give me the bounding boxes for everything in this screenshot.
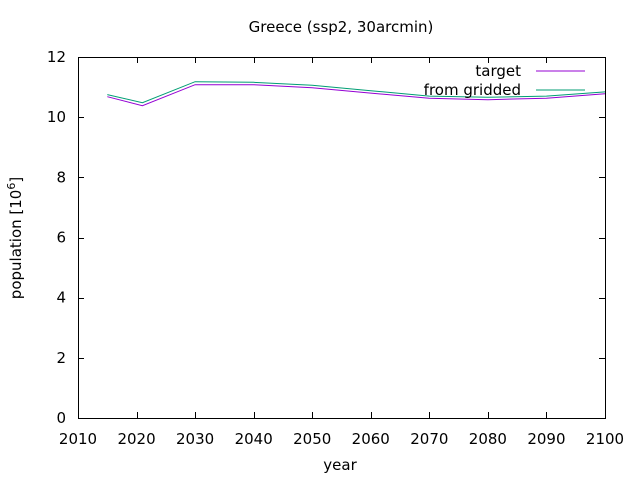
y-axis: 0 2 4 6 8 10 12 <box>47 48 605 427</box>
x-tick-label: 2030 <box>176 430 214 448</box>
chart-title: Greece (ssp2, 30arcmin) <box>249 18 434 36</box>
y-tick-label: 6 <box>56 229 66 247</box>
x-tick-label: 2020 <box>117 430 155 448</box>
legend: target from gridded <box>424 62 585 99</box>
x-tick-label: 2090 <box>527 430 565 448</box>
series-lines <box>107 81 606 107</box>
series-line-from-gridded <box>107 81 606 104</box>
legend-label-target: target <box>475 62 521 80</box>
y-axis-label-exponent: 6 <box>5 183 18 190</box>
y-axis-label: population [106] <box>5 177 25 299</box>
plot-frame <box>78 57 606 419</box>
x-tick-label: 2040 <box>235 430 273 448</box>
y-tick-label: 4 <box>56 289 66 307</box>
y-tick-label: 8 <box>56 168 66 186</box>
x-axis: 2010 2020 2030 2040 2050 2060 2070 2080 2090 2100 <box>59 57 624 448</box>
x-tick-label: 2100 <box>586 430 624 448</box>
y-tick-label: 0 <box>56 409 66 427</box>
x-tick-label: 2060 <box>352 430 390 448</box>
x-tick-label: 2070 <box>410 430 448 448</box>
y-axis-label-base: population [10 <box>7 190 25 300</box>
y-axis-label-close: ] <box>7 177 25 183</box>
x-tick-label: 2010 <box>59 430 97 448</box>
series-line-target <box>107 84 606 107</box>
y-tick-label: 2 <box>56 349 66 367</box>
y-tick-label: 10 <box>47 108 66 126</box>
x-axis-label: year <box>323 456 357 474</box>
y-tick-label: 12 <box>47 48 66 66</box>
x-tick-label: 2050 <box>293 430 331 448</box>
x-tick-label: 2080 <box>469 430 507 448</box>
legend-label-from-gridded: from gridded <box>424 81 521 99</box>
